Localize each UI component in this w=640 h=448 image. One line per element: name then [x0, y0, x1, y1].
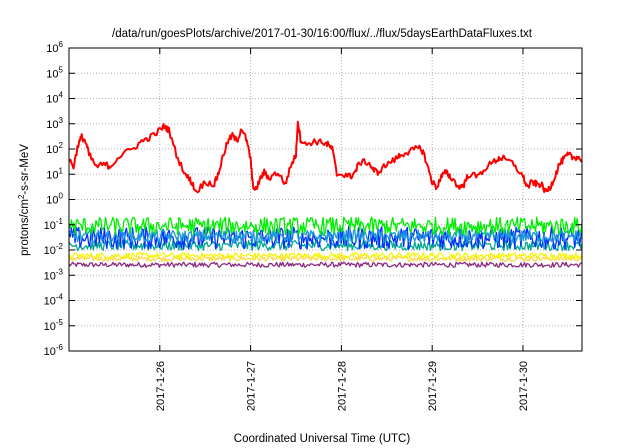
y-tick-label: 10-3	[44, 267, 64, 282]
y-tick-label: 10-4	[44, 293, 64, 308]
y-tick-label: 10-6	[44, 343, 64, 358]
y-tick-label: 104	[46, 91, 63, 106]
y-tick-label: 10-2	[44, 242, 64, 257]
x-axis-label: Coordinated Universal Time (UTC)	[234, 433, 411, 445]
data-series	[68, 120, 583, 268]
x-tick-label: 2017-1-29	[427, 361, 439, 411]
y-tick-label: 101	[46, 166, 63, 181]
x-tick-label: 2017-1-28	[336, 361, 348, 411]
x-tick-label: 2017-1-27	[246, 361, 258, 411]
y-tick-label: 103	[46, 116, 63, 131]
y-tick-label: 106	[46, 40, 63, 55]
series-line	[68, 216, 583, 236]
series-line	[68, 239, 583, 252]
plot-frame	[68, 47, 583, 352]
series-line	[68, 120, 583, 194]
y-tick-label: 102	[46, 141, 63, 156]
grid	[69, 48, 582, 351]
series-line	[68, 261, 583, 268]
y-tick-label: 100	[46, 192, 63, 207]
x-tick-label: 2017-1-30	[518, 361, 530, 411]
y-tick-label: 10-1	[44, 217, 64, 232]
series-line	[68, 229, 583, 244]
y-tick-label: 10-5	[44, 318, 64, 333]
series-line	[68, 251, 583, 260]
chart-title: /data/run/goesPlots/archive/2017-01-30/1…	[112, 28, 533, 40]
axis-ticks: 10-6 10-5 10-4 10-3 10-2 10-1 100 101 102 103 104 1…	[44, 40, 582, 411]
y-tick-label: 105	[46, 65, 63, 80]
y-axis-label: protons/cm2-s-sr-MeV	[17, 144, 31, 256]
x-tick-label: 2017-1-26	[155, 361, 167, 411]
series-line	[68, 255, 583, 262]
